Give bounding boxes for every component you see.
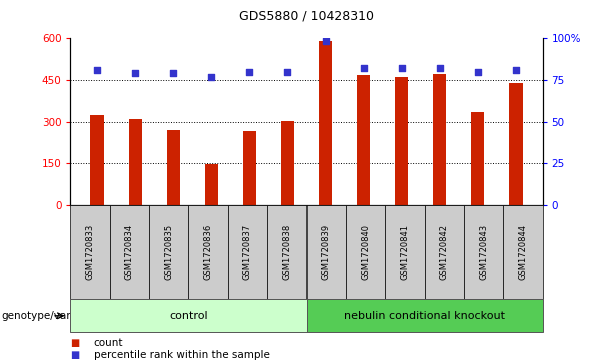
Point [169, 70, 178, 76]
Point [92, 67, 102, 73]
Bar [509, 83, 522, 205]
Text: ■: ■ [70, 338, 80, 348]
Text: GSM1720840: GSM1720840 [361, 224, 370, 280]
Text: percentile rank within the sample: percentile rank within the sample [94, 350, 270, 360]
Bar [433, 74, 446, 205]
Point [321, 38, 330, 44]
Text: GSM1720841: GSM1720841 [400, 224, 409, 280]
Point [473, 69, 482, 74]
Bar [167, 130, 180, 205]
Text: GDS5880 / 10428310: GDS5880 / 10428310 [239, 9, 374, 22]
Text: GSM1720833: GSM1720833 [86, 224, 94, 280]
Text: GSM1720839: GSM1720839 [322, 224, 330, 280]
Point [245, 69, 254, 74]
Point [359, 65, 368, 71]
Text: GSM1720834: GSM1720834 [125, 224, 134, 280]
Text: count: count [94, 338, 123, 348]
Text: control: control [169, 311, 208, 321]
Point [435, 65, 444, 71]
Point [131, 70, 140, 76]
Bar [129, 119, 142, 205]
Bar [205, 164, 218, 205]
Text: GSM1720835: GSM1720835 [164, 224, 173, 280]
Text: nebulin conditional knockout: nebulin conditional knockout [344, 311, 505, 321]
Bar [357, 75, 370, 205]
Bar [319, 41, 332, 205]
Bar [471, 112, 484, 205]
Bar [281, 121, 294, 205]
Bar [243, 131, 256, 205]
Text: GSM1720837: GSM1720837 [243, 224, 252, 280]
Point [207, 74, 216, 79]
Point [397, 65, 406, 71]
Text: ■: ■ [70, 350, 80, 360]
Point [283, 69, 292, 74]
Text: GSM1720838: GSM1720838 [283, 224, 291, 280]
Text: GSM1720844: GSM1720844 [519, 224, 527, 280]
Text: GSM1720842: GSM1720842 [440, 224, 449, 280]
Bar [395, 77, 408, 205]
Text: GSM1720836: GSM1720836 [204, 224, 213, 280]
Text: GSM1720843: GSM1720843 [479, 224, 488, 280]
Text: genotype/variation: genotype/variation [1, 311, 101, 321]
Point [511, 67, 521, 73]
Bar [91, 115, 104, 205]
